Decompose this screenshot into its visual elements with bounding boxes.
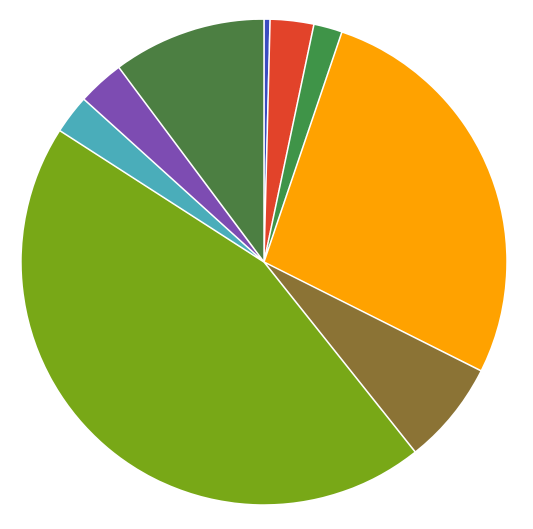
pie-slice-5 [263,261,482,453]
pie-slice-6 [20,129,417,506]
pie-slice-9 [117,18,265,263]
pie-slices [20,18,508,506]
pie-slice-4 [263,31,508,372]
